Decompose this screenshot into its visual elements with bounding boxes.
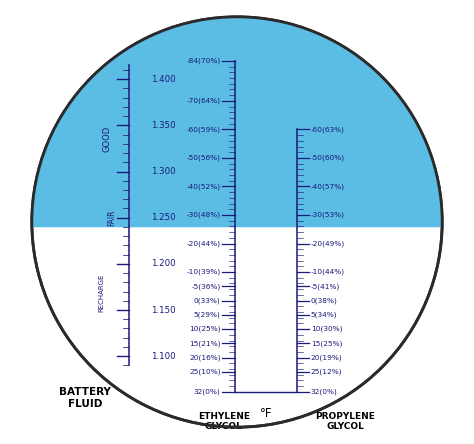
- Text: -70(64%): -70(64%): [187, 98, 221, 104]
- Text: 32(0%): 32(0%): [194, 388, 221, 395]
- Text: PROPYLENE
GLYCOL: PROPYLENE GLYCOL: [315, 412, 375, 431]
- Text: 1.150: 1.150: [151, 305, 175, 314]
- Text: 0(38%): 0(38%): [310, 297, 337, 304]
- Text: 1.300: 1.300: [151, 167, 175, 176]
- Text: 1.100: 1.100: [151, 352, 175, 361]
- Text: °F: °F: [259, 408, 272, 420]
- Text: 10(25%): 10(25%): [189, 326, 221, 333]
- Text: 5(29%): 5(29%): [194, 312, 221, 318]
- Text: 20(19%): 20(19%): [310, 354, 342, 361]
- Text: 0(33%): 0(33%): [194, 297, 221, 304]
- Text: -50(60%): -50(60%): [310, 155, 345, 161]
- Text: 32(0%): 32(0%): [310, 388, 337, 395]
- Text: -5(41%): -5(41%): [310, 283, 340, 289]
- Text: -10(44%): -10(44%): [310, 269, 345, 275]
- Text: 20(16%): 20(16%): [189, 354, 221, 361]
- Text: -60(59%): -60(59%): [187, 126, 221, 133]
- Text: -20(49%): -20(49%): [310, 240, 345, 247]
- Circle shape: [32, 17, 442, 427]
- Text: 1.200: 1.200: [151, 259, 175, 268]
- Text: -40(52%): -40(52%): [187, 183, 221, 190]
- Text: GOOD: GOOD: [102, 126, 111, 152]
- Text: 1.400: 1.400: [151, 75, 175, 84]
- Text: -84(70%): -84(70%): [186, 58, 221, 64]
- Text: -5(36%): -5(36%): [191, 283, 221, 289]
- Text: FAIR: FAIR: [107, 210, 116, 226]
- Text: 25(10%): 25(10%): [189, 369, 221, 375]
- Text: BATTERY
FLUID: BATTERY FLUID: [59, 388, 111, 409]
- Text: -30(53%): -30(53%): [310, 212, 345, 218]
- Text: 1.250: 1.250: [151, 213, 175, 222]
- Text: -60(63%): -60(63%): [310, 126, 345, 133]
- Text: RECHARGE: RECHARGE: [98, 273, 104, 312]
- Text: -50(56%): -50(56%): [187, 155, 221, 161]
- Text: -40(57%): -40(57%): [310, 183, 345, 190]
- Text: -30(48%): -30(48%): [187, 212, 221, 218]
- Text: 15(21%): 15(21%): [189, 340, 221, 347]
- Text: 15(25%): 15(25%): [310, 340, 342, 347]
- Text: 10(30%): 10(30%): [310, 326, 342, 333]
- Text: 25(12%): 25(12%): [310, 369, 342, 375]
- Text: ETHYLENE
GLYCOL: ETHYLENE GLYCOL: [198, 412, 250, 431]
- Text: 5(34%): 5(34%): [310, 312, 337, 318]
- Text: -20(44%): -20(44%): [187, 240, 221, 247]
- Text: 1.350: 1.350: [151, 121, 175, 130]
- Text: -10(39%): -10(39%): [186, 269, 221, 275]
- Polygon shape: [32, 17, 442, 227]
